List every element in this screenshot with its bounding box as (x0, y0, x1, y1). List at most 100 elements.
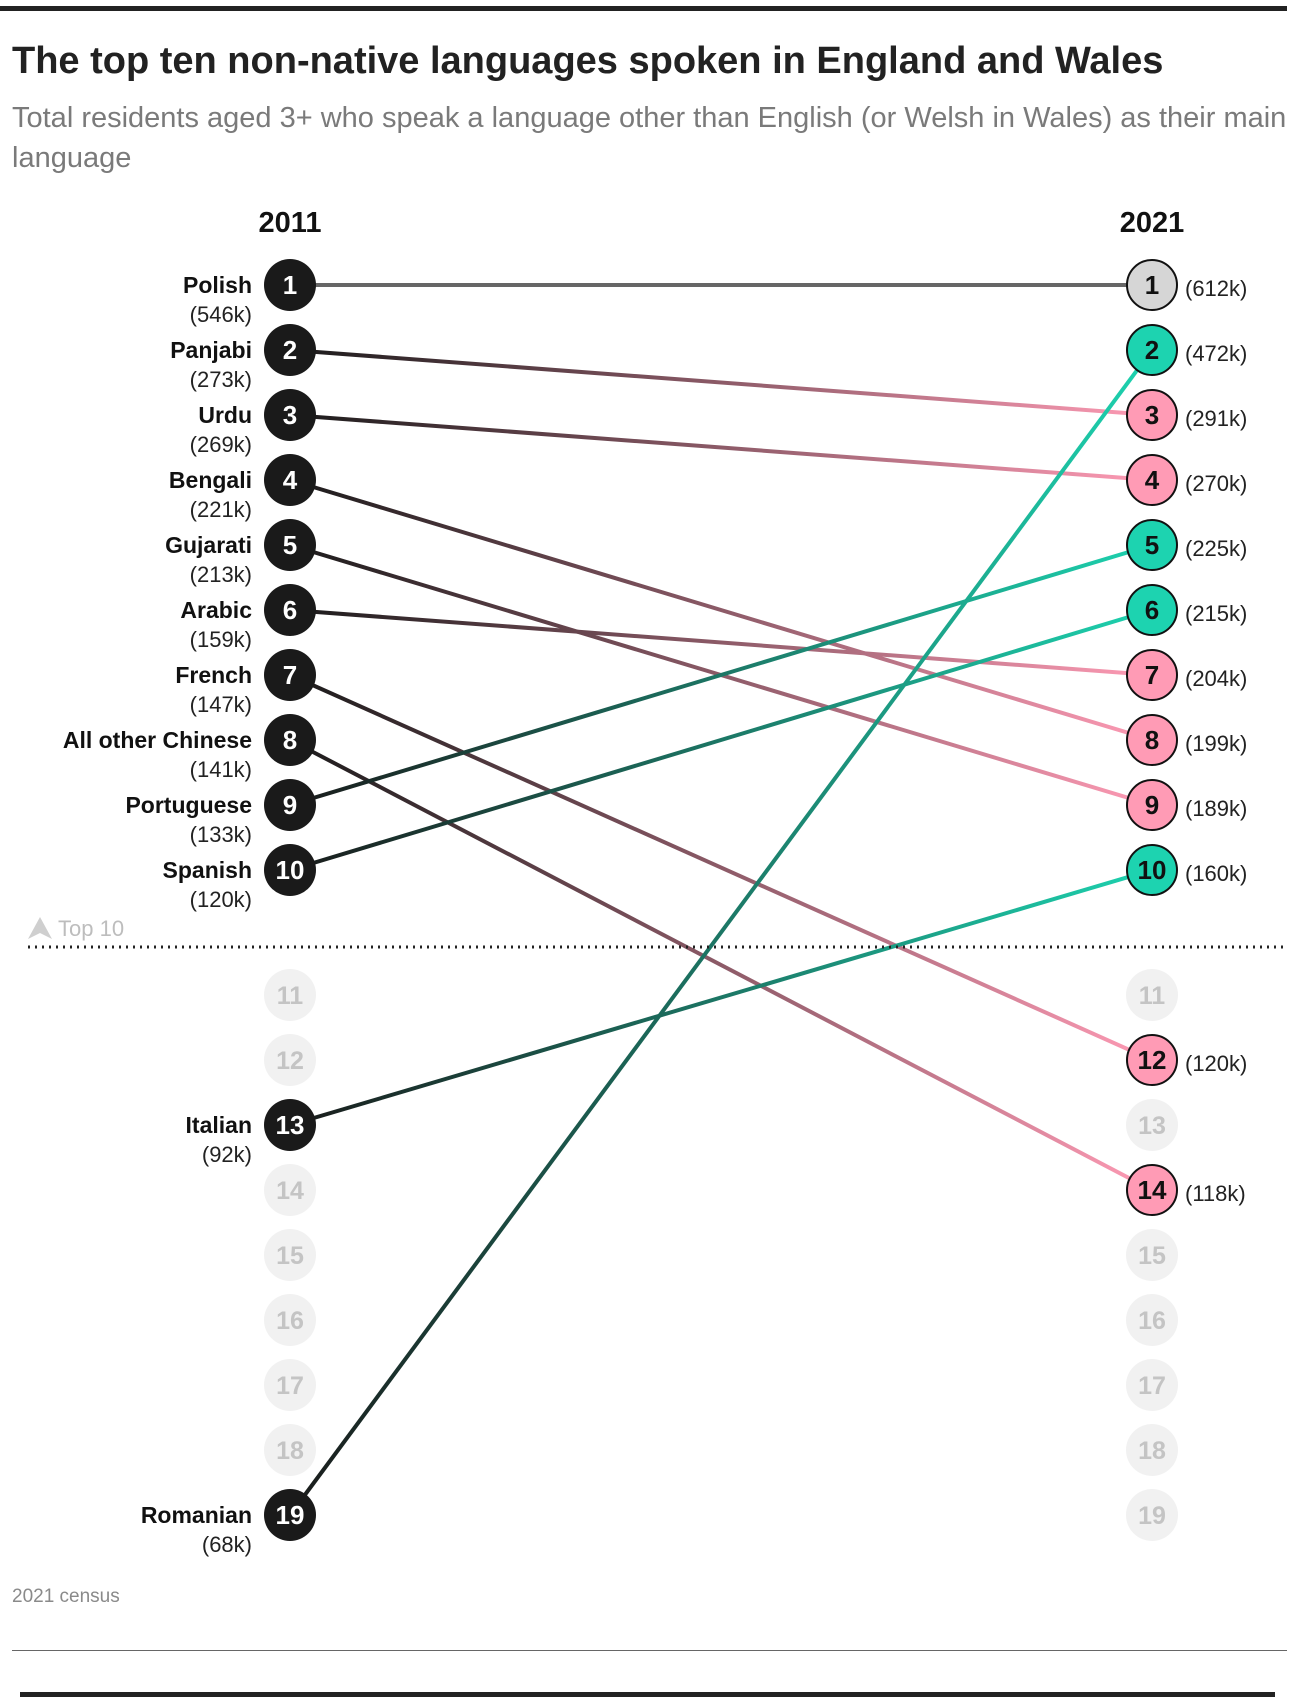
rank-2011-french: 7 (283, 660, 297, 690)
value-2021-french: (120k) (1185, 1051, 1247, 1076)
rank-2021-bengali: 8 (1145, 725, 1159, 755)
unranked-slots: 11 11 12 13 14 15 15 16 16 17 17 18 18 19 (264, 969, 1178, 1541)
rank-2011-polish: 1 (283, 270, 297, 300)
connector-bengali (289, 478, 1153, 742)
rank-2021-gujarati: 9 (1145, 790, 1159, 820)
value-2011-bengali: (221k) (190, 497, 252, 522)
node-2011-french (264, 649, 316, 701)
connector-lines (288, 283, 1154, 1517)
node-2021-spanish (1126, 584, 1178, 636)
ghost-slot-right-15 (1126, 1229, 1178, 1281)
value-2021-panjabi: (291k) (1185, 406, 1247, 431)
ghost-slot-right-16 (1126, 1294, 1178, 1346)
ghost-slot-left-16 (264, 1294, 316, 1346)
ghost-slot-left-15 (264, 1229, 316, 1281)
value-2021-bengali: (199k) (1185, 731, 1247, 756)
rank-2021-romanian: 2 (1145, 335, 1159, 365)
value-2021-portuguese: (225k) (1185, 536, 1247, 561)
connector-romanian (288, 348, 1154, 1517)
node-2011-romanian (264, 1489, 316, 1541)
node-2011-arabic (264, 584, 316, 636)
rank-2011-italian: 13 (276, 1110, 305, 1140)
value-2011-all-other-chinese: (141k) (190, 757, 252, 782)
labels: 2011 2021 Top 10 Polish (546k) (612k) Panjabi (… (28, 207, 1287, 1557)
ghost-slot-left-18 (264, 1424, 316, 1476)
value-2021-urdu: (270k) (1185, 471, 1247, 496)
connector-french (289, 673, 1153, 1062)
source-note: 2021 census (12, 1586, 120, 1607)
connector-arabic (289, 608, 1153, 677)
rank-2011-spanish: 10 (276, 855, 305, 885)
node-2021-romanian (1126, 324, 1178, 376)
ghost-rank-right-13: 13 (1138, 1112, 1166, 1140)
node-2011-bengali (264, 454, 316, 506)
bottom-rule-thick (20, 1692, 1275, 1697)
language-name-arabic: Arabic (180, 597, 252, 623)
ghost-rank-left-18: 18 (276, 1437, 304, 1465)
top-rule (0, 6, 1287, 11)
node-2021-french (1126, 1034, 1178, 1086)
ghost-rank-right-15: 15 (1138, 1242, 1166, 1270)
node-2021-polish (1126, 259, 1178, 311)
connector-urdu (289, 413, 1153, 482)
value-2021-all-other-chinese: (118k) (1185, 1181, 1246, 1206)
rank-2021-spanish: 6 (1145, 595, 1159, 625)
value-2021-italian: (160k) (1185, 861, 1247, 886)
ghost-rank-left-15: 15 (276, 1242, 304, 1270)
rank-2011-portuguese: 9 (283, 790, 297, 820)
chart-subtitle: Total residents aged 3+ who speak a lang… (12, 102, 1287, 174)
value-2021-gujarati: (189k) (1185, 796, 1247, 821)
language-name-panjabi: Panjabi (170, 337, 252, 363)
rank-2021-polish: 1 (1145, 270, 1159, 300)
value-2011-arabic: (159k) (190, 627, 252, 652)
node-2021-italian (1126, 844, 1178, 896)
value-2011-spanish: (120k) (190, 887, 252, 912)
node-2011-all-other-chinese (264, 714, 316, 766)
value-2011-italian: (92k) (202, 1142, 252, 1167)
chart-title: The top ten non-native languages spoken … (12, 40, 1164, 82)
value-2011-urdu: (269k) (190, 432, 252, 457)
top-ten-label: Top 10 (58, 916, 124, 941)
node-2021-portuguese (1126, 519, 1178, 571)
connector-spanish (289, 608, 1153, 872)
node-2011-urdu (264, 389, 316, 441)
ghost-slot-right-18 (1126, 1424, 1178, 1476)
ghost-slot-right-17 (1126, 1359, 1178, 1411)
value-2011-gujarati: (213k) (190, 562, 252, 587)
language-name-all-other-chinese: All other Chinese (63, 727, 252, 753)
year-heading-2011: 2011 (259, 207, 322, 239)
ghost-rank-right-17: 17 (1138, 1372, 1166, 1400)
value-2011-romanian: (68k) (202, 1532, 252, 1557)
node-2021-panjabi (1126, 389, 1178, 441)
value-2021-spanish: (215k) (1185, 601, 1247, 626)
ghost-slot-left-14 (264, 1164, 316, 1216)
value-2021-polish: (612k) (1185, 276, 1247, 301)
ghost-slot-right-11 (1126, 969, 1178, 1021)
node-2011-gujarati (264, 519, 316, 571)
node-2021-bengali (1126, 714, 1178, 766)
rank-2021-all-other-chinese: 14 (1138, 1175, 1167, 1205)
node-2021-arabic (1126, 649, 1178, 701)
up-arrow-icon (28, 917, 52, 939)
language-name-romanian: Romanian (141, 1502, 252, 1528)
rank-2021-french: 12 (1138, 1045, 1167, 1075)
value-2021-arabic: (204k) (1185, 666, 1247, 691)
rank-2021-panjabi: 3 (1145, 400, 1159, 430)
ghost-rank-left-14: 14 (276, 1177, 304, 1205)
rank-2011-bengali: 4 (283, 465, 298, 495)
language-name-gujarati: Gujarati (165, 532, 252, 558)
rank-2011-all-other-chinese: 8 (283, 725, 297, 755)
ghost-rank-right-16: 16 (1138, 1307, 1166, 1335)
ghost-rank-left-17: 17 (276, 1372, 304, 1400)
ghost-rank-left-16: 16 (276, 1307, 304, 1335)
language-name-spanish: Spanish (163, 857, 252, 883)
rank-2011-gujarati: 5 (283, 530, 297, 560)
ghost-rank-right-19: 19 (1138, 1502, 1166, 1530)
connector-italian (289, 868, 1153, 1127)
node-2021-gujarati (1126, 779, 1178, 831)
language-name-portuguese: Portuguese (125, 792, 252, 818)
rank-2011-urdu: 3 (283, 400, 297, 430)
ghost-slot-left-11 (264, 969, 316, 1021)
